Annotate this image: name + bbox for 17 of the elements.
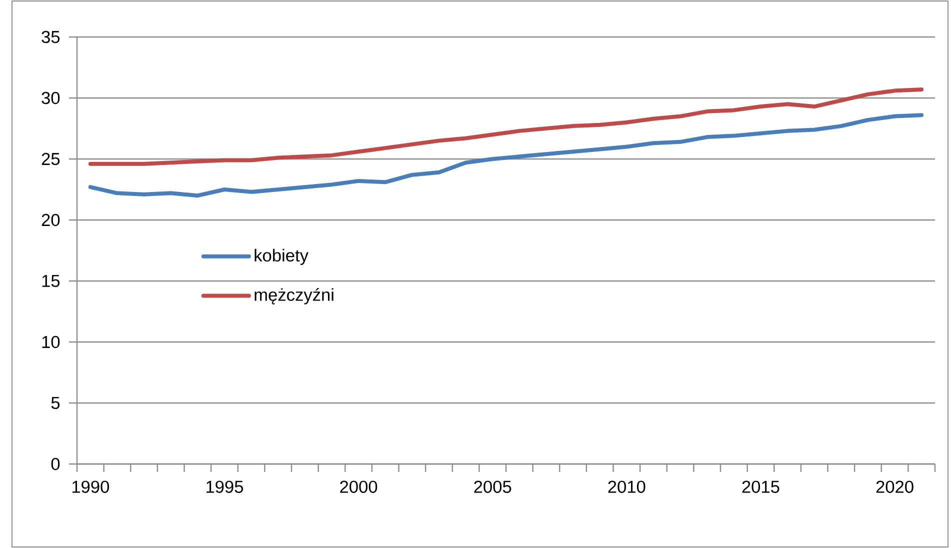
x-tick-label: 1990 (72, 480, 110, 493)
y-tick-label: 35 (42, 30, 60, 44)
x-tick-label: 2000 (340, 480, 378, 493)
legend-label: kobiety (254, 248, 308, 265)
y-tick-label: 15 (42, 274, 60, 288)
x-tick-label: 2020 (876, 480, 914, 493)
x-tick-label: 2005 (474, 480, 512, 493)
y-tick-label: 5 (51, 396, 60, 410)
x-tick-label: 1995 (206, 480, 244, 493)
y-tick-label: 20 (42, 214, 60, 226)
x-tick-label: 2010 (608, 480, 646, 493)
x-tick-label: 2015 (742, 480, 780, 493)
legend-label: mężczyźni (254, 288, 334, 304)
y-tick-label: 10 (42, 336, 60, 348)
y-tick-label: 0 (51, 458, 60, 470)
y-tick-label: 30 (42, 92, 60, 104)
y-tick-label: 25 (42, 152, 60, 166)
